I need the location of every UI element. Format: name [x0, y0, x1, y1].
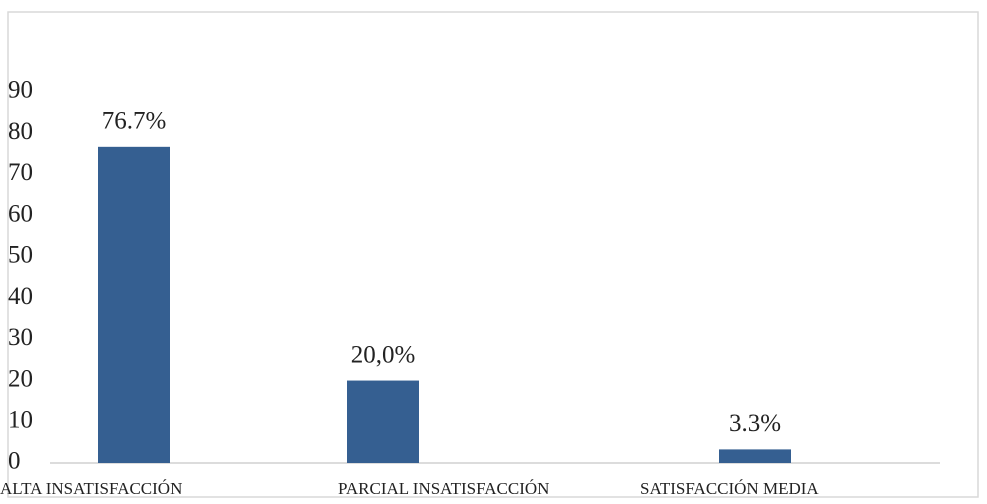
y-tick-label: 10 — [8, 407, 33, 434]
value-label: 20,0% — [351, 341, 416, 368]
y-tick-label: 80 — [8, 118, 33, 145]
x-tick-label: SATISFACCIÓN MEDIA — [640, 479, 819, 498]
y-tick-label: 20 — [8, 365, 33, 392]
y-tick-label: 0 — [8, 448, 21, 475]
value-label: 3.3% — [729, 410, 781, 437]
bar — [98, 146, 170, 463]
bar — [719, 449, 791, 463]
y-tick-label: 70 — [8, 159, 33, 186]
y-tick-label: 30 — [8, 324, 33, 351]
y-tick-label: 40 — [8, 283, 33, 310]
value-label: 76.7% — [102, 108, 167, 135]
x-tick-label: ALTA INSATISFACCIÓN — [0, 479, 182, 498]
y-tick-label: 60 — [8, 200, 33, 227]
y-tick-label: 50 — [8, 242, 33, 269]
y-tick-label: 90 — [8, 77, 33, 104]
bar — [347, 380, 419, 463]
x-tick-label: PARCIAL INSATISFACCIÓN — [338, 479, 549, 498]
